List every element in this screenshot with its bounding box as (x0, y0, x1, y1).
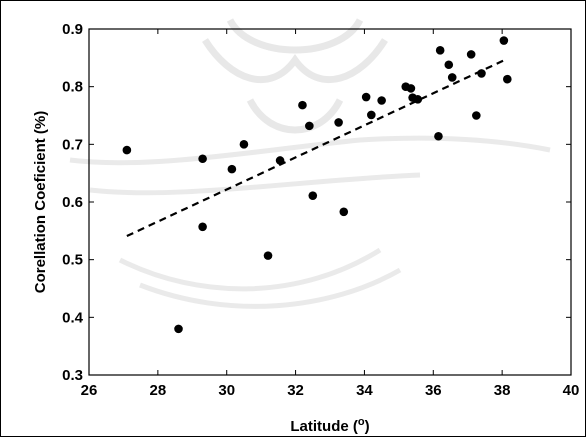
data-point (174, 324, 183, 334)
y-tick-label: 0.3 (62, 367, 83, 384)
y-tick-label: 0.7 (62, 136, 83, 153)
data-point (406, 84, 416, 93)
data-point (305, 121, 314, 131)
data-point (466, 50, 476, 59)
data-point (499, 36, 509, 45)
data-point (434, 131, 443, 141)
data-points (122, 36, 512, 334)
x-tick-label: 26 (81, 382, 98, 399)
data-point (472, 111, 481, 120)
y-tick-label: 0.4 (62, 309, 84, 326)
data-point (339, 207, 349, 217)
data-point (447, 73, 457, 82)
data-point (122, 145, 132, 155)
x-tick-label: 32 (287, 382, 304, 399)
plot-box (88, 28, 572, 376)
data-point (298, 100, 307, 110)
data-point (444, 60, 454, 70)
data-point (263, 251, 273, 260)
data-point (308, 191, 318, 200)
x-axis-ticks: 26 28 30 32 34 36 38 40 (81, 29, 580, 399)
data-point (503, 74, 512, 84)
data-point (239, 140, 249, 149)
data-point (435, 46, 445, 55)
x-tick-label: 28 (150, 382, 167, 399)
data-point (367, 110, 376, 120)
data-point (477, 69, 486, 78)
data-point (334, 118, 343, 127)
y-axis-label: Corellation Coeficient (%) (32, 111, 49, 294)
trendline (126, 58, 507, 238)
x-tick-label: 30 (218, 382, 235, 399)
data-point (227, 164, 237, 174)
data-point (198, 154, 207, 164)
y-tick-label: 0.6 (62, 194, 83, 211)
y-tick-label: 0.9 (62, 21, 83, 38)
x-axis-label: Latitude (o) (290, 416, 369, 435)
y-tick-label: 0.5 (62, 252, 83, 269)
plot-area (88, 28, 572, 376)
data-point (275, 156, 285, 165)
y-tick-label: 0.8 (62, 79, 83, 96)
x-tick-label: 38 (494, 382, 511, 399)
data-point (361, 92, 371, 102)
trendline-layer (126, 58, 507, 238)
x-tick-label: 34 (356, 382, 373, 399)
y-axis-ticks: 0.3 0.4 0.5 0.6 0.7 0.8 0.9 (62, 21, 571, 384)
data-point (377, 96, 386, 105)
x-tick-label: 40 (563, 382, 580, 399)
x-tick-label: 36 (425, 382, 442, 399)
data-point (198, 222, 207, 232)
data-point (413, 95, 423, 104)
